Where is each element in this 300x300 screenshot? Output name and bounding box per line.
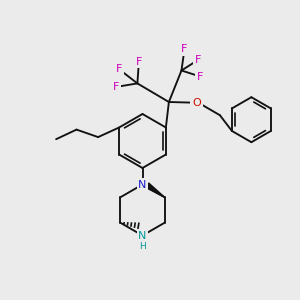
Text: F: F: [197, 71, 203, 82]
Polygon shape: [146, 183, 165, 197]
Text: F: F: [181, 44, 188, 54]
Text: F: F: [112, 82, 119, 92]
Text: F: F: [195, 55, 201, 65]
Text: F: F: [136, 57, 142, 67]
Text: N: N: [138, 179, 147, 190]
Text: O: O: [192, 98, 201, 108]
Text: H: H: [139, 242, 146, 251]
Text: N: N: [138, 230, 147, 241]
Text: F: F: [116, 64, 122, 74]
